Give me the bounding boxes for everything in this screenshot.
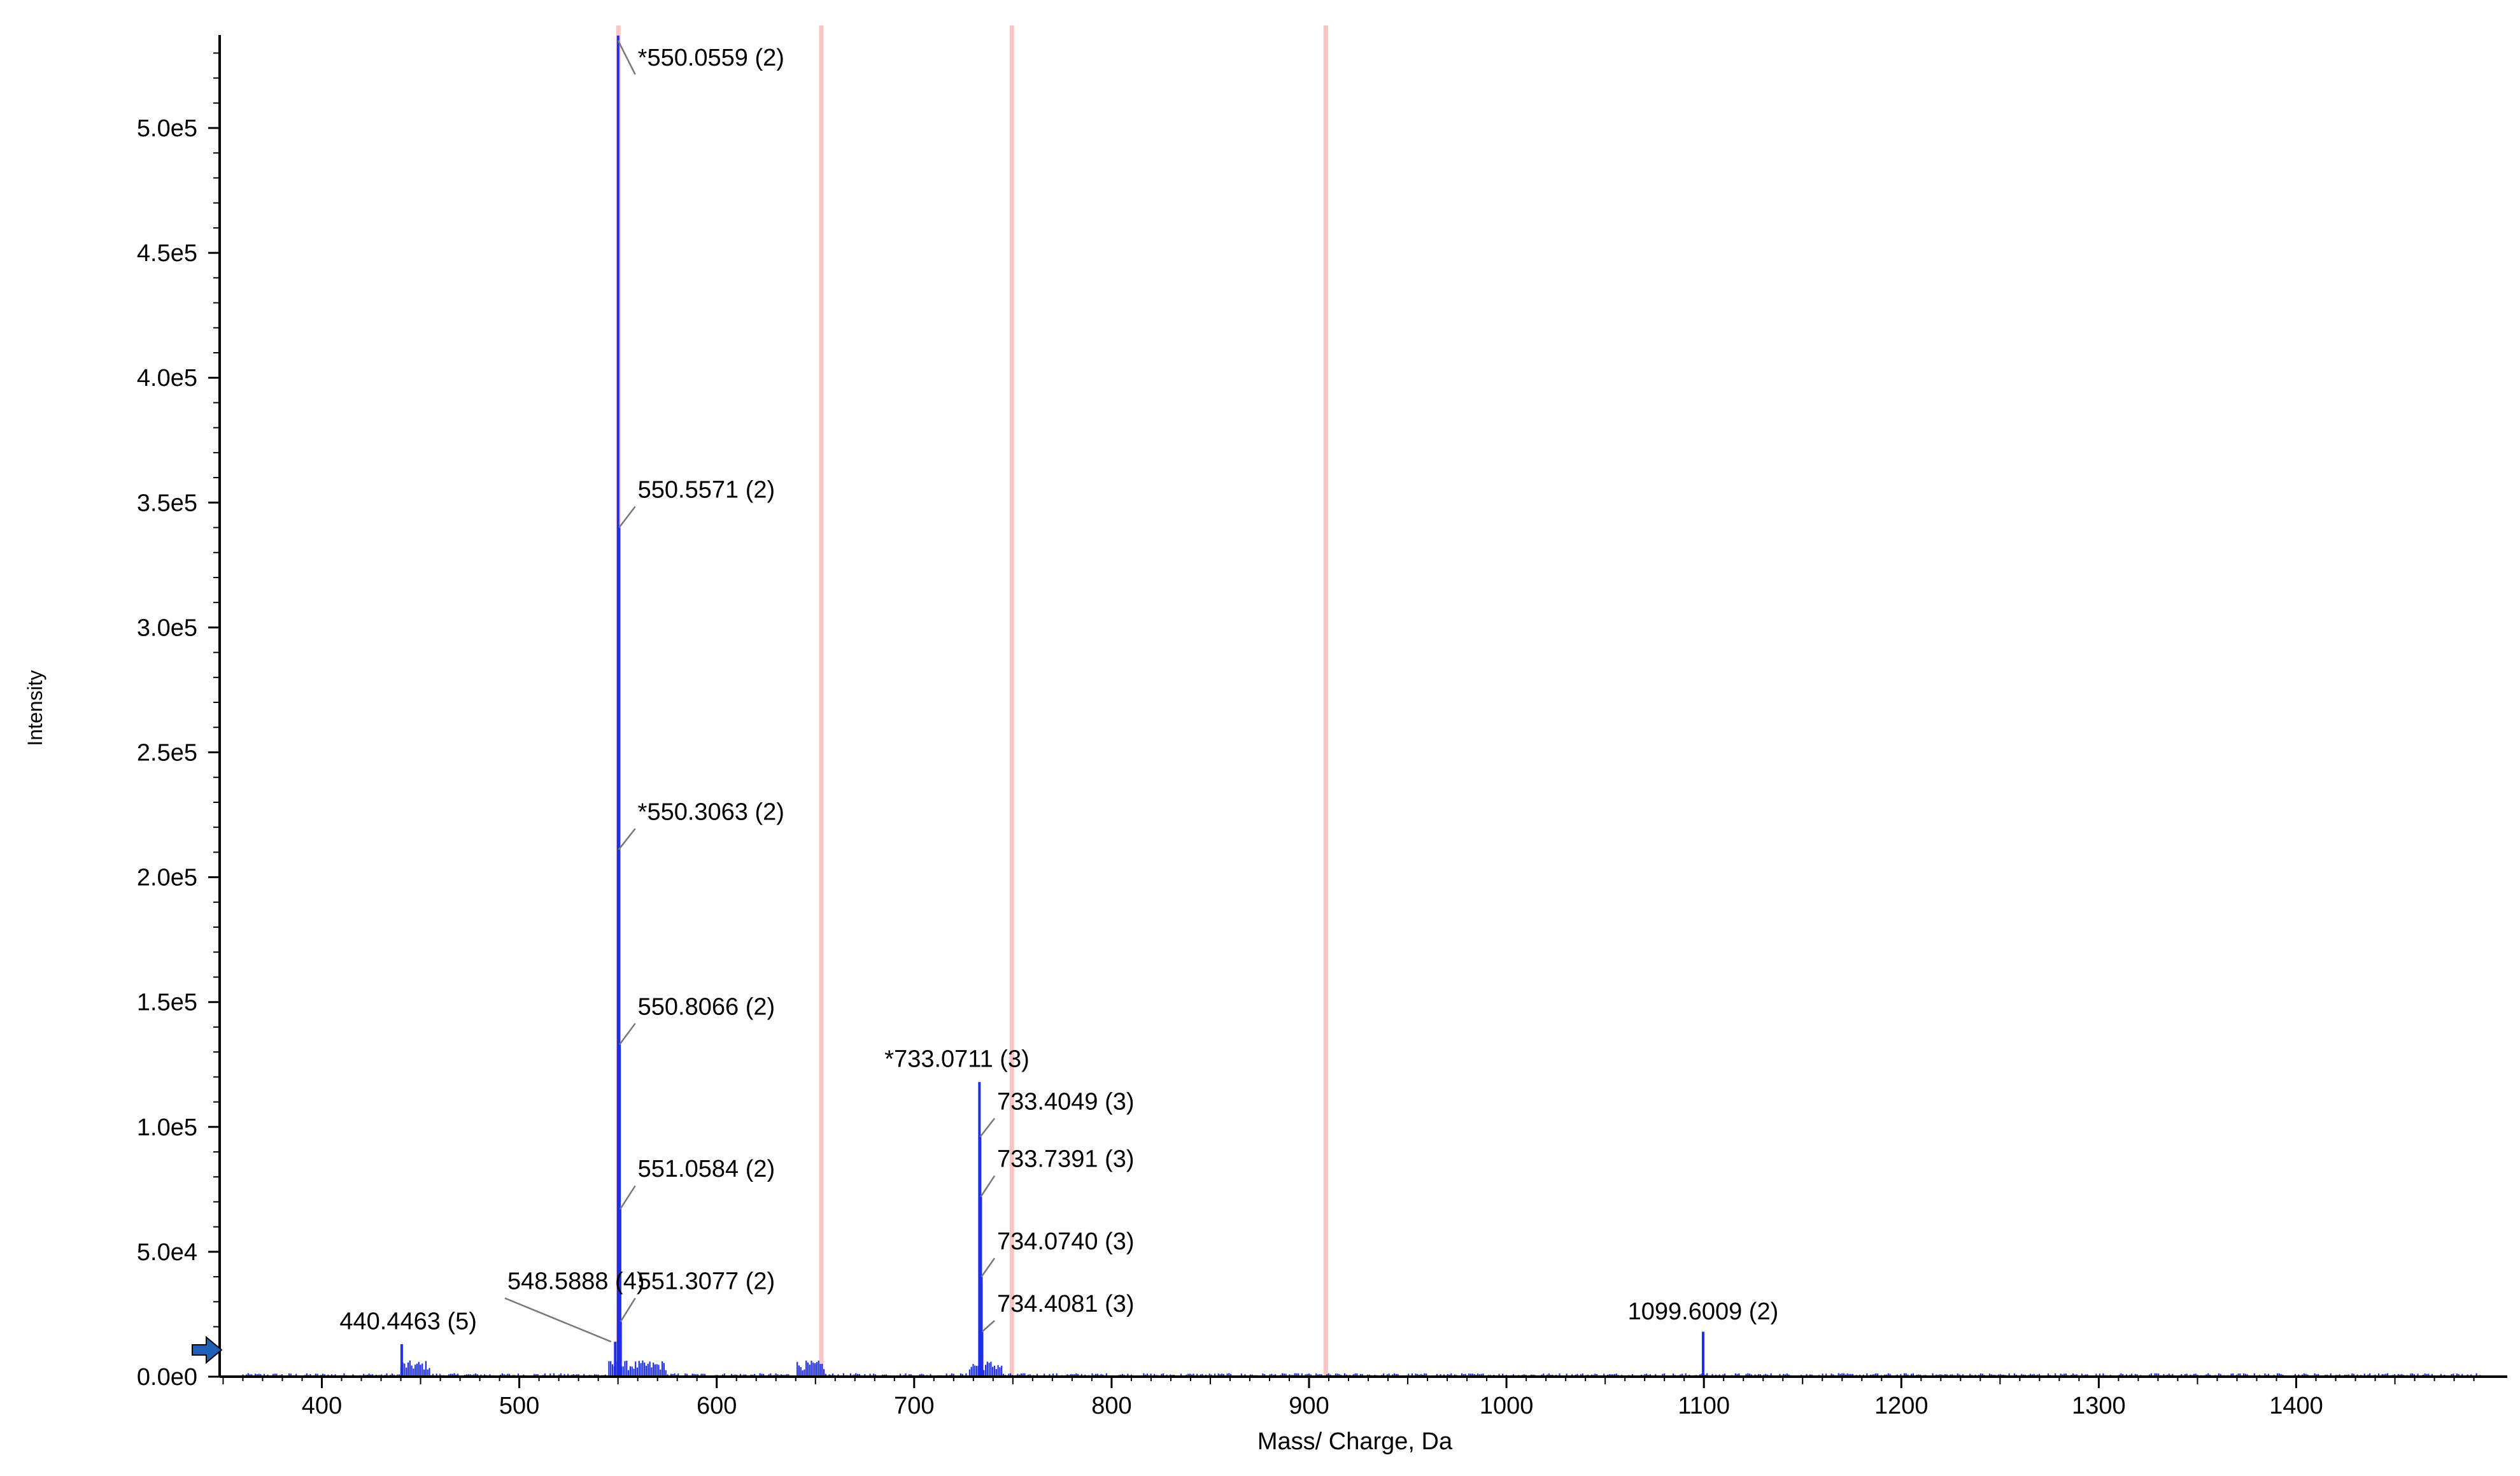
label-leader-line	[619, 1023, 636, 1046]
peak-label: 734.0740 (3)	[997, 1228, 1135, 1255]
y-tick-label: 4.5e5	[137, 240, 197, 267]
label-leader-line	[504, 1297, 612, 1343]
label-leader-line	[981, 1320, 995, 1333]
peak-label: *550.0559 (2)	[638, 45, 784, 71]
peak-label: 551.3077 (2)	[638, 1268, 775, 1295]
label-leader-line	[980, 1258, 996, 1277]
peak-label: 440.4463 (5)	[339, 1308, 477, 1335]
peak-label: 550.5571 (2)	[638, 476, 775, 503]
label-leader-line	[618, 506, 636, 529]
arrow-marker-icon	[192, 1335, 223, 1365]
x-tick-label: 1100	[1678, 1393, 1730, 1419]
label-leader-line	[617, 40, 636, 75]
peak-label: 550.8066 (2)	[638, 993, 775, 1020]
noise-path	[242, 1360, 2481, 1377]
y-tick-label: 1.0e5	[137, 1114, 197, 1141]
x-tick-label: 1400	[2269, 1393, 2323, 1419]
x-tick-label: 700	[894, 1393, 934, 1419]
peak-labels: *550.0559 (2) 550.5571 (2) *550.3063 (2) 55…	[339, 40, 1779, 1343]
y-tick-label: 0.0e0	[137, 1364, 197, 1391]
x-tick-label: 1000	[1480, 1393, 1534, 1419]
label-leader-line	[979, 1118, 996, 1138]
x-tick-label: 1300	[2072, 1393, 2126, 1419]
y-tick-label: 3.5e5	[137, 490, 197, 516]
x-ticks: 400 500 600 700 800 900 1000 1100 1200 1300 1400	[222, 1377, 2475, 1419]
x-tick-label: 600	[697, 1393, 737, 1419]
baseline-noise	[242, 1360, 2481, 1377]
peak-label: 733.7391 (3)	[997, 1146, 1135, 1173]
peak-label: 734.4081 (3)	[997, 1291, 1135, 1317]
y-tick-label: 2.5e5	[137, 740, 197, 767]
label-leader-line	[618, 828, 636, 851]
peak-label: *550.3063 (2)	[638, 798, 784, 825]
y-tick-label: 1.5e5	[137, 990, 197, 1016]
y-tick-label: 5.0e5	[137, 115, 197, 142]
peak-label: *733.0711 (3)	[884, 1046, 1029, 1073]
axes	[218, 35, 2507, 1378]
y-tick-label: 3.0e5	[137, 614, 197, 641]
x-tick-label: 400	[302, 1393, 342, 1419]
peak-label: 1099.6009 (2)	[1628, 1298, 1779, 1325]
x-tick-label: 800	[1091, 1393, 1131, 1419]
x-axis-label: Mass/ Charge, Da	[1257, 1428, 1453, 1455]
x-tick-label: 1200	[1874, 1393, 1929, 1419]
y-tick-label: 5.0e4	[137, 1239, 197, 1266]
label-leader-line	[980, 1175, 996, 1198]
peak-label: 551.0584 (2)	[638, 1156, 775, 1182]
peak-label: 733.4049 (3)	[997, 1088, 1135, 1115]
label-leader-line	[619, 1185, 636, 1210]
y-axis-label: Intensity	[24, 670, 46, 746]
peak-label: 548.5888 (4)	[507, 1268, 645, 1295]
spectrum-peaks	[400, 35, 1704, 1377]
y-tick-label: 4.0e5	[137, 365, 197, 392]
y-ticks: 0.0e0 5.0e4 1.0e5 1.5e5 2.0e5 2.5e5 3.0e5 3.5e5…	[137, 52, 220, 1391]
x-tick-label: 900	[1289, 1393, 1329, 1419]
label-leader-line	[619, 1298, 636, 1323]
x-tick-label: 500	[499, 1393, 539, 1419]
y-tick-label: 2.0e5	[137, 865, 197, 891]
